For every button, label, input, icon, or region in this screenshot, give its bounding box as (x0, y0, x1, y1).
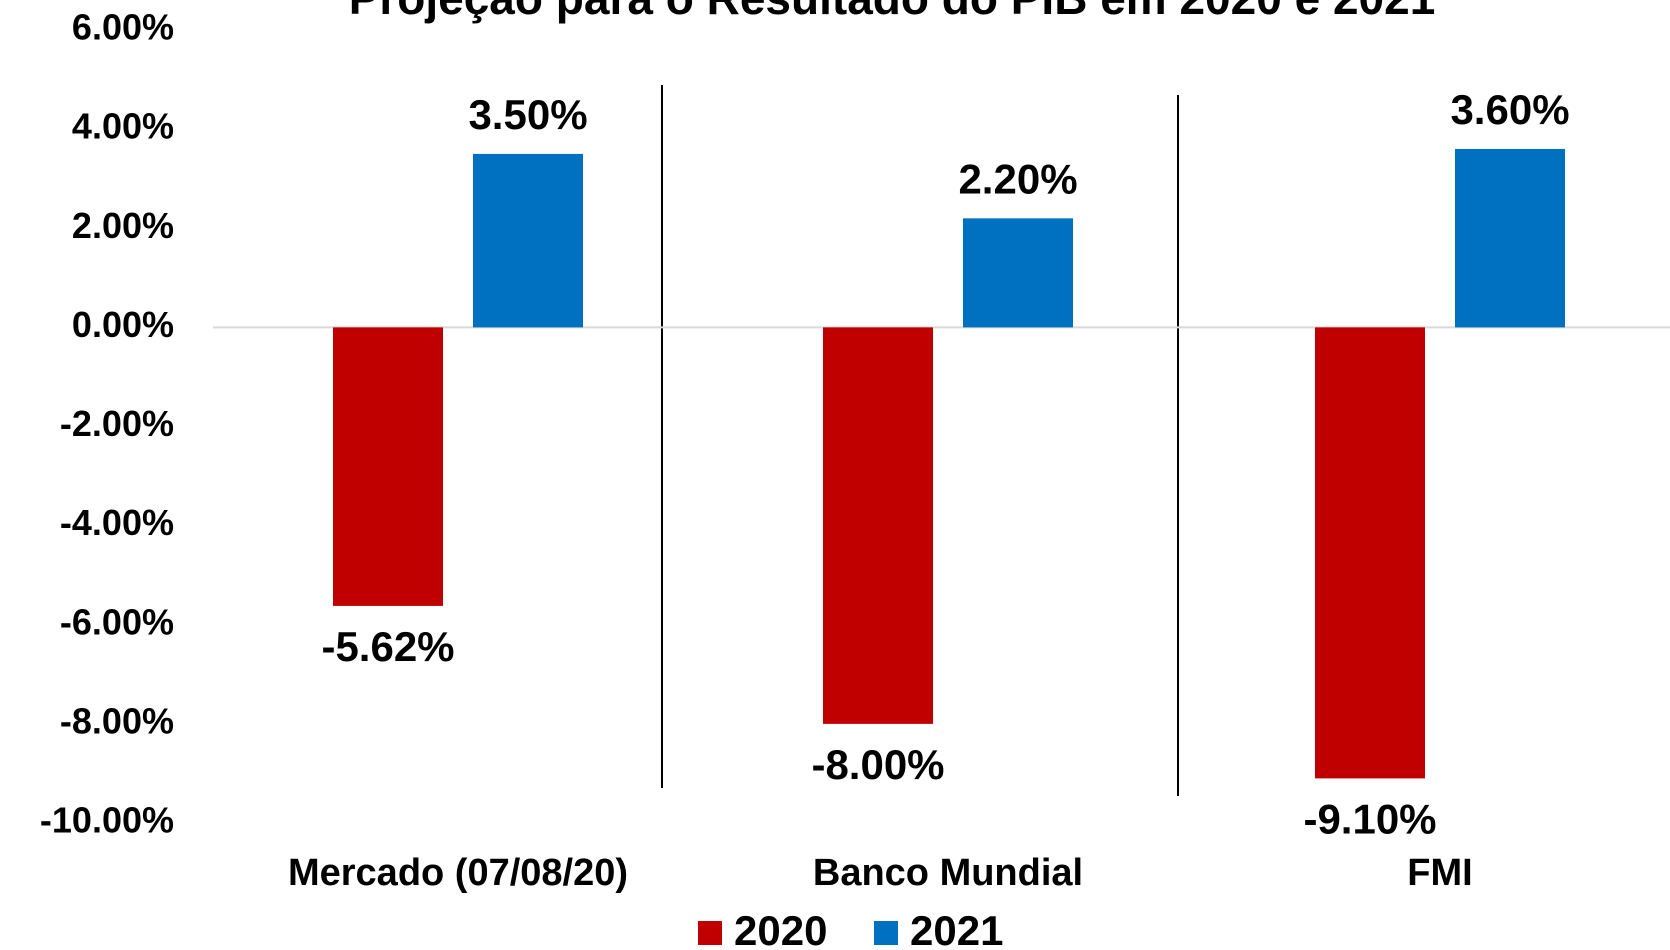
y-tick-label: 6.00% (72, 7, 174, 48)
y-tick-label: -10.00% (40, 800, 174, 841)
x-tick-label: Banco Mundial (813, 852, 1083, 894)
bar (823, 327, 933, 724)
legend-label: 2020 (734, 907, 827, 950)
legend-swatch (698, 921, 722, 945)
y-tick-label: -6.00% (60, 601, 174, 642)
chart-title: Projeção para o Resultado do PIB em 2020… (349, 0, 1436, 24)
data-label: 3.50% (468, 91, 587, 138)
bar (1455, 148, 1565, 328)
bar (1315, 327, 1425, 779)
y-tick-label: 2.00% (72, 205, 174, 246)
y-tick-label: -2.00% (60, 403, 174, 444)
legend-label: 2021 (910, 907, 1003, 950)
data-label: -5.62% (321, 623, 454, 670)
bar (963, 218, 1073, 328)
data-label: 2.20% (958, 155, 1077, 202)
bar (473, 153, 583, 328)
x-tick-label: Mercado (07/08/20) (288, 852, 628, 894)
data-label: -8.00% (811, 741, 944, 788)
legend-swatch (874, 921, 898, 945)
data-label: 3.60% (1450, 86, 1569, 133)
bar (333, 327, 443, 606)
y-tick-label: -4.00% (60, 502, 174, 543)
data-label: -9.10% (1303, 795, 1436, 842)
x-tick-label: FMI (1407, 852, 1472, 894)
y-tick-label: -8.00% (60, 700, 174, 741)
y-tick-label: 0.00% (72, 304, 174, 345)
y-tick-label: 4.00% (72, 106, 174, 147)
